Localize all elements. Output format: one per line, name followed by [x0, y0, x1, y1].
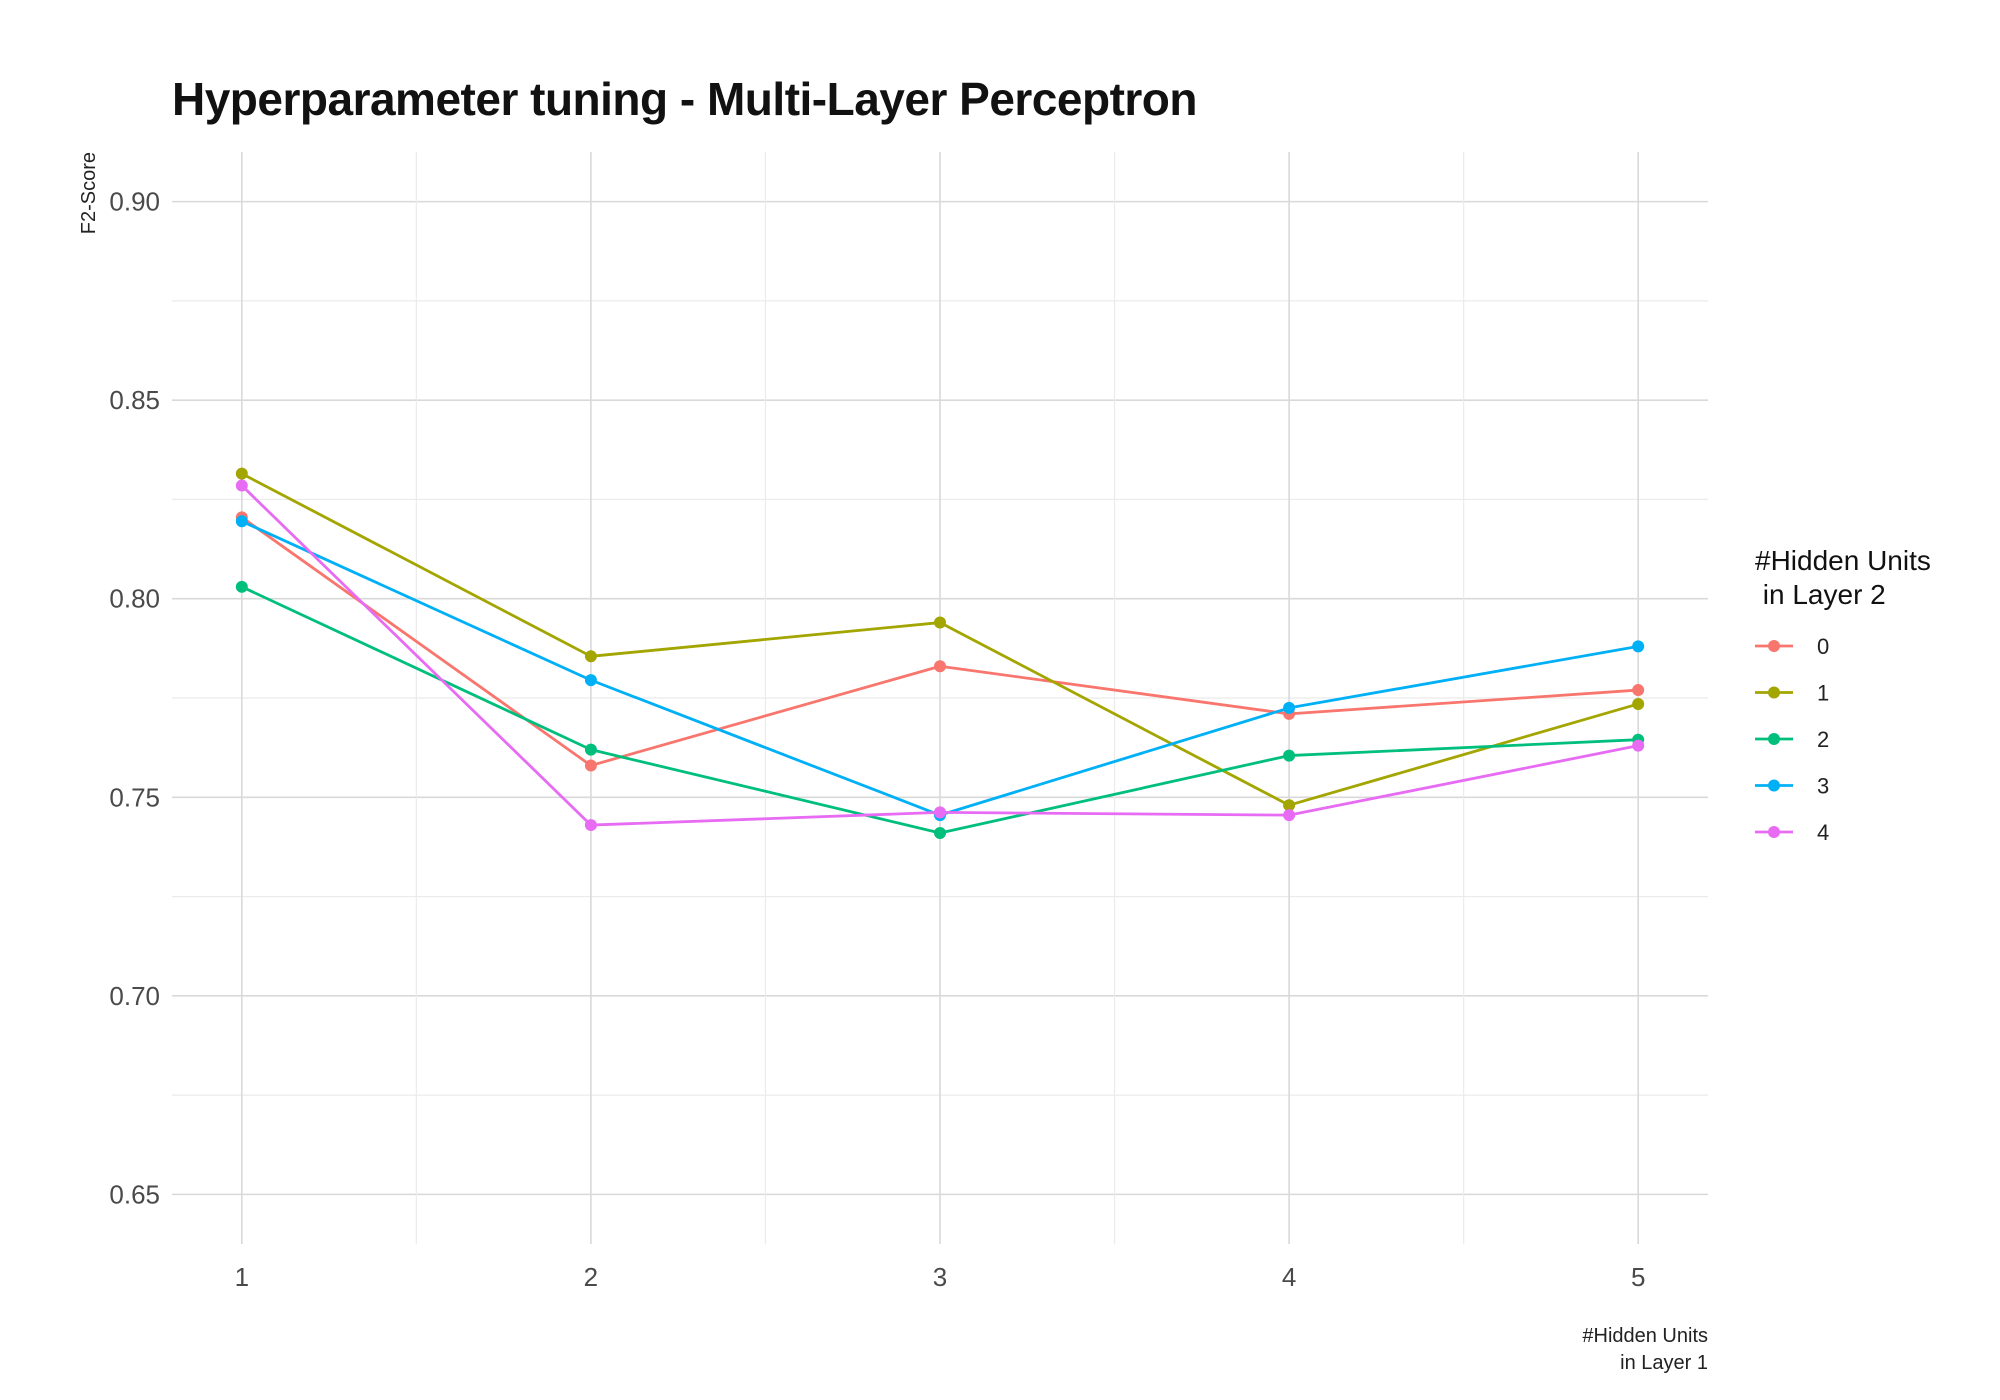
x-tick-label: 2 [584, 1262, 598, 1292]
data-point-0 [934, 660, 946, 673]
data-point-4 [1283, 809, 1296, 822]
data-point-3 [1632, 640, 1645, 653]
legend-item-0: 0 [1755, 634, 1829, 659]
legend-item-2: 2 [1755, 727, 1829, 752]
x-axis-label-line: #Hidden Units [1582, 1325, 1708, 1347]
legend-title-line: in Layer 2 [1755, 579, 1886, 610]
data-point-0 [1632, 684, 1645, 697]
data-point-2 [584, 743, 597, 756]
data-point-0 [584, 759, 597, 772]
legend-label: 0 [1817, 634, 1829, 659]
x-axis-label-line: in Layer 1 [1620, 1352, 1708, 1374]
chart-title: Hyperparameter tuning - Multi-Layer Perc… [172, 73, 1197, 125]
legend-item-1: 1 [1755, 681, 1829, 706]
data-point-4 [235, 479, 248, 492]
legend-label: 3 [1817, 774, 1829, 799]
legend-label: 1 [1817, 681, 1829, 706]
y-tick-label: 0.80 [109, 584, 160, 614]
series-4 [235, 479, 1645, 832]
legend-label: 2 [1817, 727, 1829, 752]
legend-item-3: 3 [1755, 774, 1829, 799]
legend-swatch-point [1768, 779, 1780, 792]
data-point-1 [1632, 697, 1645, 710]
grid-layer [172, 152, 1708, 1244]
legend-item-4: 4 [1755, 820, 1829, 845]
legend-swatch-point [1768, 640, 1780, 652]
legend-title-line: #Hidden Units [1755, 545, 1931, 576]
x-tick-label: 3 [933, 1262, 947, 1292]
x-tick-label: 1 [235, 1262, 249, 1292]
series-1 [235, 467, 1645, 812]
y-axis-label: F2-Score [78, 152, 100, 234]
data-point-4 [1632, 739, 1645, 752]
y-tick-label: 0.70 [109, 981, 160, 1011]
data-point-2 [235, 580, 248, 593]
data-point-3 [584, 674, 597, 687]
data-point-3 [235, 515, 248, 528]
legend-swatch-point [1768, 733, 1780, 745]
data-point-1 [934, 616, 946, 629]
y-tick-label: 0.85 [109, 385, 160, 415]
y-tick-label: 0.75 [109, 782, 160, 812]
legend-swatch-point [1768, 686, 1780, 699]
data-point-2 [934, 827, 946, 840]
legend: #Hidden Units in Layer 2 0 1 2 3 4 [1755, 545, 1931, 845]
legend-label: 4 [1817, 820, 1829, 845]
series-layer [235, 467, 1645, 840]
x-tick-label: 4 [1282, 1262, 1296, 1292]
data-point-1 [235, 467, 248, 480]
data-point-4 [584, 819, 597, 832]
data-point-4 [934, 806, 946, 819]
y-tick-label: 0.65 [109, 1179, 160, 1209]
x-tick-label: 5 [1631, 1262, 1645, 1292]
data-point-1 [584, 650, 597, 663]
data-point-3 [1283, 701, 1296, 714]
data-point-2 [1283, 749, 1296, 762]
axis-layer: 0.65 0.70 0.75 0.80 0.85 0.90 1 2 3 4 5 F2-Score #Hi… [78, 152, 1708, 1374]
data-point-1 [1283, 799, 1296, 812]
legend-swatch-point [1768, 826, 1780, 838]
y-tick-label: 0.90 [109, 187, 160, 217]
